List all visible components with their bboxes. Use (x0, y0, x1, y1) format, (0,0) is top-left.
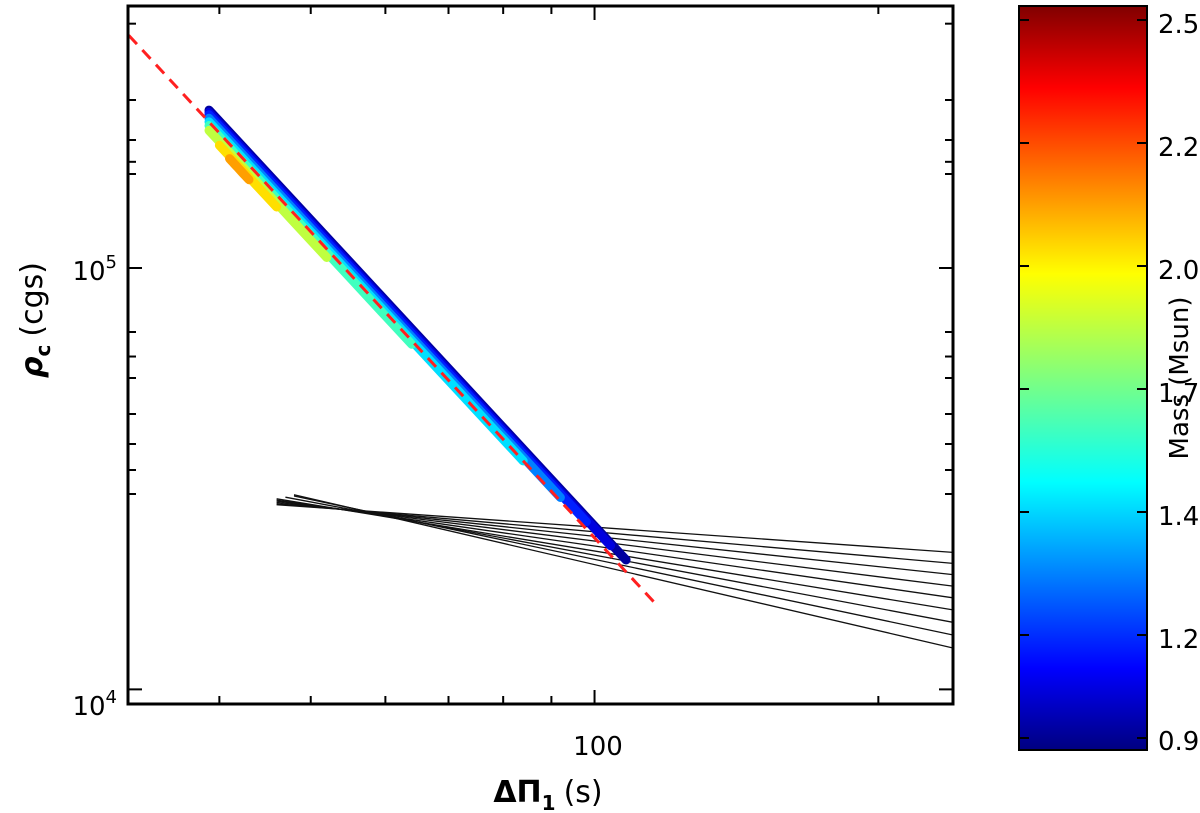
plot-frame (126, 4, 955, 706)
axis-ticks (128, 6, 953, 704)
y-axis-title: ρc(cgs) (15, 262, 55, 378)
fit-line (128, 32, 657, 605)
colorbar-tick-2.5: 2.5 (1158, 10, 1199, 40)
model-track-9 (276, 504, 953, 554)
colored-model-tracks (204, 105, 631, 565)
colorbar-tick-0.9: 0.9 (1158, 727, 1199, 757)
colorbar-title: Mass (Msun) (1165, 297, 1195, 460)
x-tick-label-100: 100 (573, 732, 623, 762)
colorbar-tick-1.7: 1.7 (1158, 379, 1199, 409)
fit-line-layer (128, 32, 657, 605)
colored-track-9 (225, 154, 254, 185)
model-track-8 (276, 503, 953, 565)
colorbar-ticks (1019, 19, 1147, 739)
colorbar-tick-2.0: 2.0 (1158, 256, 1199, 286)
y-tick-label-1e4: 104 (72, 687, 117, 722)
colorbar (1018, 5, 1148, 751)
colorbar-tick-2.2: 2.2 (1158, 133, 1199, 163)
model-track-7 (276, 501, 953, 576)
colorbar-tick-1.2: 1.2 (1158, 625, 1199, 655)
model-tracks (276, 494, 953, 649)
x-axis-title: ΔΠ1 (s) (493, 775, 602, 813)
y-tick-label-1e5: 105 (72, 252, 117, 287)
colorbar-tick-1.4: 1.4 (1158, 502, 1199, 532)
